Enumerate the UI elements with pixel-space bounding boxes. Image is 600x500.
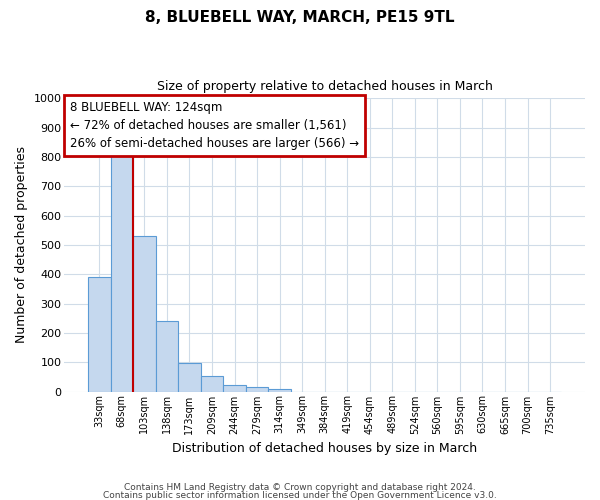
Bar: [88, 277, 110, 392]
Y-axis label: Number of detached properties: Number of detached properties: [15, 146, 28, 344]
Text: 8, BLUEBELL WAY, MARCH, PE15 9TL: 8, BLUEBELL WAY, MARCH, PE15 9TL: [145, 10, 455, 25]
Text: 8 BLUEBELL WAY: 124sqm
← 72% of detached houses are smaller (1,561)
26% of semi-: 8 BLUEBELL WAY: 124sqm ← 72% of detached…: [70, 102, 359, 150]
Text: Contains HM Land Registry data © Crown copyright and database right 2024.: Contains HM Land Registry data © Crown c…: [124, 484, 476, 492]
Bar: [133, 236, 155, 392]
Bar: [110, 149, 133, 392]
Bar: [200, 376, 223, 392]
Bar: [155, 321, 178, 392]
Bar: [223, 385, 246, 392]
Bar: [268, 390, 291, 392]
Text: Contains public sector information licensed under the Open Government Licence v3: Contains public sector information licen…: [103, 490, 497, 500]
Bar: [246, 387, 268, 392]
Bar: [178, 363, 200, 392]
X-axis label: Distribution of detached houses by size in March: Distribution of detached houses by size …: [172, 442, 477, 455]
Title: Size of property relative to detached houses in March: Size of property relative to detached ho…: [157, 80, 493, 93]
